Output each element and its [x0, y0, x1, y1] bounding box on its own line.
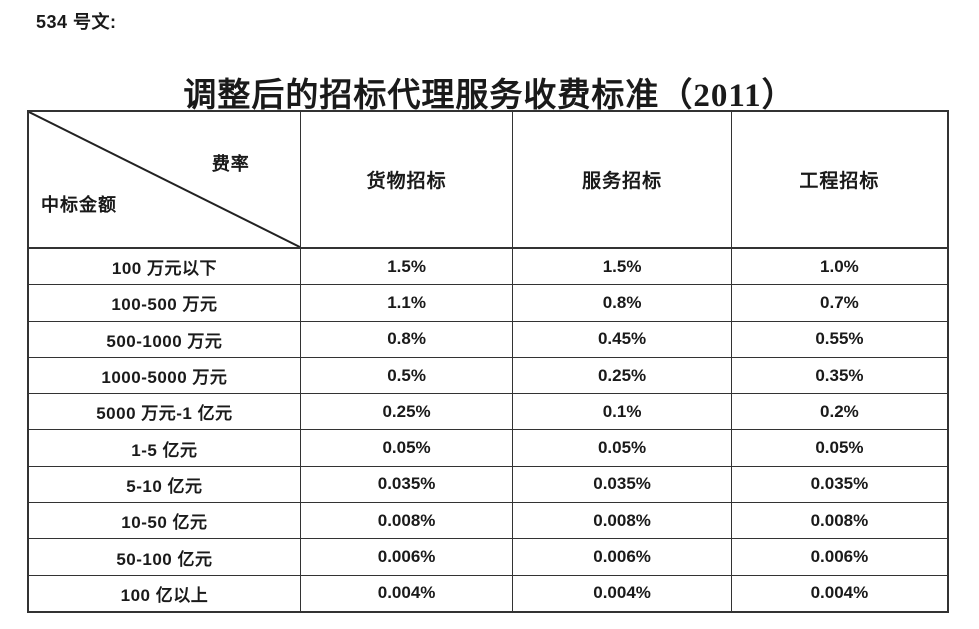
doc-number: 534 号文:	[36, 12, 117, 32]
row-label: 1-5 亿元	[27, 429, 301, 467]
table-row: 100 万元以下 1.5% 1.5% 1.0%	[27, 247, 949, 286]
corner-cell: 费率 中标金额	[27, 110, 301, 249]
row-label: 100-500 万元	[27, 284, 301, 322]
row-label: 10-50 亿元	[27, 502, 301, 540]
fee-value: 0.8%	[512, 284, 732, 322]
fee-value: 0.25%	[512, 356, 732, 395]
fee-value: 0.35%	[730, 356, 949, 395]
fee-value: 0.035%	[299, 465, 514, 504]
corner-label-rate: 费率	[211, 154, 250, 174]
fee-value: 0.006%	[730, 538, 949, 576]
fee-value: 0.05%	[730, 429, 949, 467]
fee-value: 0.006%	[299, 538, 514, 576]
fee-value: 0.7%	[730, 284, 949, 322]
row-label: 50-100 亿元	[27, 538, 301, 576]
fee-value: 0.008%	[512, 502, 732, 540]
fee-value: 0.8%	[299, 320, 514, 358]
fee-table: 费率 中标金额 货物招标 服务招标 工程招标 100 万元以下 1.5% 1.5% 1…	[27, 110, 949, 613]
column-header-goods: 货物招标	[299, 110, 514, 249]
diagonal-line-icon	[29, 112, 300, 247]
table-row: 1-5 亿元 0.05% 0.05% 0.05%	[27, 429, 949, 467]
fee-table-body: 100 万元以下 1.5% 1.5% 1.0% 100-500 万元 1.1% 0.8% 0.…	[27, 247, 949, 613]
fee-value: 1.5%	[512, 247, 732, 286]
row-label: 100 亿以上	[27, 574, 301, 613]
fee-value: 1.0%	[730, 247, 949, 286]
fee-value: 0.004%	[512, 574, 732, 613]
fee-value: 0.004%	[730, 574, 949, 613]
fee-value: 0.1%	[512, 393, 732, 431]
row-label: 5-10 亿元	[27, 465, 301, 504]
fee-value: 0.008%	[299, 502, 514, 540]
table-row: 5-10 亿元 0.035% 0.035% 0.035%	[27, 465, 949, 504]
fee-value: 0.25%	[299, 393, 514, 431]
fee-value: 0.05%	[299, 429, 514, 467]
row-label: 5000 万元-1 亿元	[27, 393, 301, 431]
page-title: 调整后的招标代理服务收费标准（2011）	[183, 78, 796, 115]
corner-label-amount: 中标金额	[41, 195, 117, 215]
fee-value: 0.45%	[512, 320, 732, 358]
table-row: 100-500 万元 1.1% 0.8% 0.7%	[27, 284, 949, 322]
fee-value: 0.2%	[730, 393, 949, 431]
fee-value: 0.035%	[730, 465, 949, 504]
fee-value: 0.035%	[512, 465, 732, 504]
table-row: 1000-5000 万元 0.5% 0.25% 0.35%	[27, 356, 949, 395]
table-row: 5000 万元-1 亿元 0.25% 0.1% 0.2%	[27, 393, 949, 431]
fee-value: 0.5%	[299, 356, 514, 395]
fee-value: 0.55%	[730, 320, 949, 358]
fee-value: 0.006%	[512, 538, 732, 576]
column-header-services: 服务招标	[512, 110, 732, 249]
fee-value: 0.004%	[299, 574, 514, 613]
table-row: 100 亿以上 0.004% 0.004% 0.004%	[27, 574, 949, 613]
fee-value: 0.05%	[512, 429, 732, 467]
fee-value: 0.008%	[730, 502, 949, 540]
row-label: 100 万元以下	[27, 247, 301, 286]
row-label: 1000-5000 万元	[27, 356, 301, 395]
header-row: 费率 中标金额 货物招标 服务招标 工程招标	[27, 110, 949, 249]
fee-value: 1.5%	[299, 247, 514, 286]
row-label: 500-1000 万元	[27, 320, 301, 358]
fee-value: 1.1%	[299, 284, 514, 322]
table-row: 50-100 亿元 0.006% 0.006% 0.006%	[27, 538, 949, 576]
table-row: 500-1000 万元 0.8% 0.45% 0.55%	[27, 320, 949, 358]
table-row: 10-50 亿元 0.008% 0.008% 0.008%	[27, 502, 949, 540]
column-header-engineering: 工程招标	[730, 110, 949, 249]
